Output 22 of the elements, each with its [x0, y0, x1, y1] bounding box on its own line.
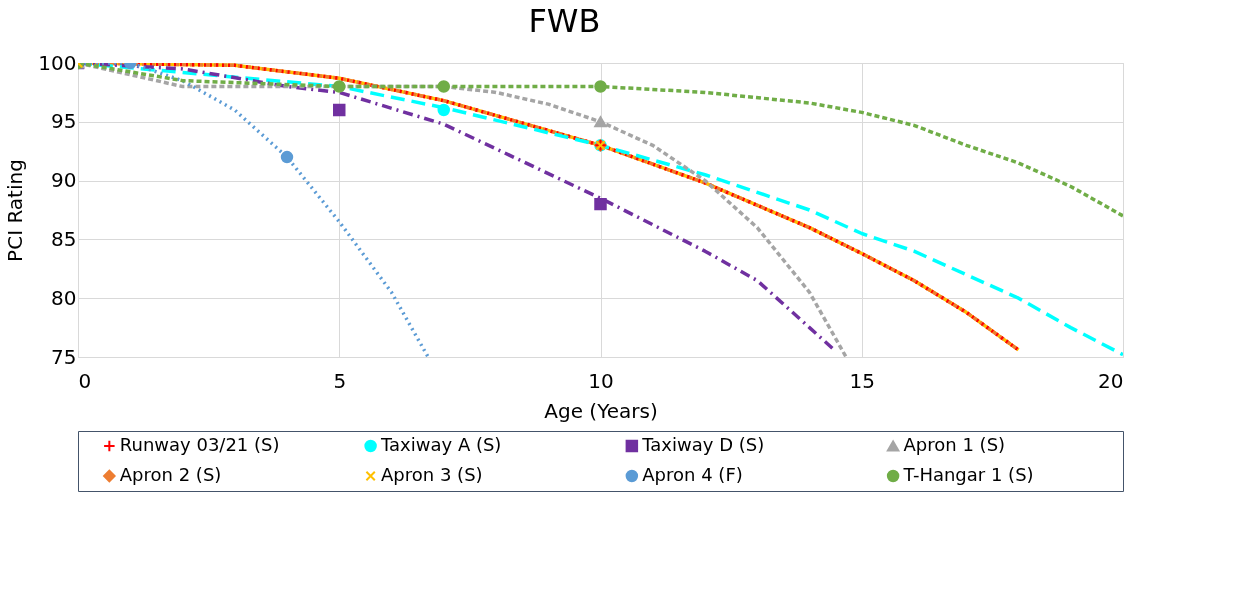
legend-label: Apron 1 (S) [903, 434, 1006, 455]
legend-label: Taxiway A (S) [380, 434, 502, 455]
legend-label: Apron 4 (F) [642, 464, 743, 485]
x-axis-title: Age (Years) [544, 398, 658, 423]
legend-label: Apron 2 (S) [119, 464, 222, 485]
legend-label: Taxiway D (S) [641, 434, 765, 455]
x-tick-label: 10 [588, 368, 614, 393]
x-tick-label: 15 [849, 368, 875, 393]
x-tick-label: 0 [78, 368, 92, 393]
y-tick-label: 75 [51, 344, 77, 369]
y-axis-title: PCI Rating [3, 159, 28, 262]
x-tick-label: 20 [1098, 368, 1124, 393]
legend-label: Apron 3 (S) [381, 464, 483, 485]
y-tick-label: 80 [51, 285, 77, 310]
x-tick-label: 5 [333, 368, 347, 393]
legend-label: Runway 03/21 (S) [119, 434, 280, 455]
y-tick-label: 90 [51, 168, 77, 193]
y-tick-label: 95 [51, 109, 77, 134]
chart-title: FWB [528, 1, 601, 40]
legend-label: T-Hangar 1 (S) [902, 464, 1034, 485]
y-tick-label: 85 [51, 226, 77, 251]
y-tick-label: 100 [38, 50, 77, 75]
